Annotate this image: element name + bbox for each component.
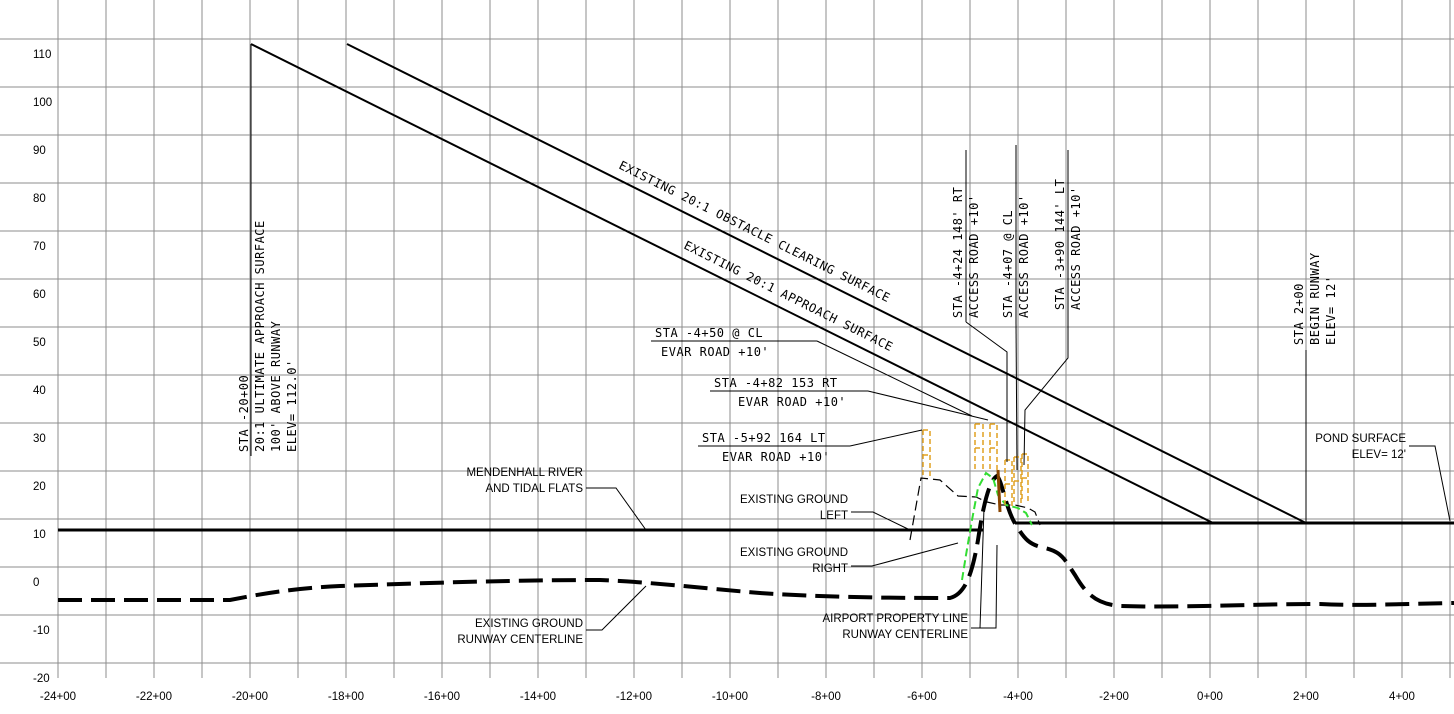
- property-leader-2: [980, 544, 998, 629]
- ground-right-line-1: EXISTING GROUND: [740, 547, 848, 559]
- station-tick-label: -24+00: [40, 691, 76, 703]
- evar-3-sta: STA -5+92 164 LT: [702, 431, 826, 445]
- station-tick-label: 4+00: [1389, 691, 1415, 703]
- access-road-2-road: ACCESS ROAD +10': [1017, 194, 1031, 318]
- access-road-1-leader: [965, 321, 1008, 462]
- ground-left-line-1: EXISTING GROUND: [740, 494, 848, 506]
- begin-runway-line-2: BEGIN RUNWAY: [1308, 252, 1322, 345]
- property-line-2: RUNWAY CENTERLINE: [842, 629, 968, 641]
- grid-lines: [0, 0, 1454, 678]
- surface-lines: [250, 43, 1307, 524]
- existing-ground-centerline: [58, 473, 1454, 609]
- ground-left-leader: [851, 511, 911, 531]
- access-road-2-sta: STA -4+07 @ CL: [1001, 210, 1015, 318]
- station-tick-label: -18+00: [328, 691, 364, 703]
- access-road-3-leader: [1023, 314, 1069, 466]
- existing-ground-right-green: [961, 471, 1033, 581]
- evar-road-labels: STA -4+50 @ CL EVAR ROAD +10' STA -4+82 …: [651, 326, 989, 464]
- ground-right-leader: [851, 542, 959, 567]
- evar-2-road: EVAR ROAD +10': [738, 395, 846, 409]
- water-lines: [58, 521, 1454, 532]
- pond-leader: [1409, 445, 1451, 522]
- access-road-3-sta: STA -3+90 144' LT: [1053, 179, 1067, 310]
- station-tick-label: -6+00: [907, 691, 937, 703]
- river-leader: [586, 487, 647, 531]
- ground-right-brown: [996, 469, 1002, 513]
- ground-right-line-2: RIGHT: [812, 563, 848, 575]
- elevation-tick-label: -20: [33, 673, 50, 685]
- station-tick-label: -10+00: [712, 691, 748, 703]
- access-road-marker-2: [1013, 456, 1022, 505]
- ground-centerline-leader: [586, 585, 647, 631]
- evar-1-sta: STA -4+50 @ CL: [655, 326, 763, 340]
- pond-line-1: POND SURFACE: [1315, 433, 1406, 445]
- ultimate-approach-label: STA -20+00 20:1 ULTIMATE APPROACH SURFAC…: [237, 220, 299, 452]
- ultimate-line-2: 20:1 ULTIMATE APPROACH SURFACE: [253, 220, 267, 452]
- existing-ground-left: [909, 477, 1041, 541]
- callouts: MENDENHALL RIVER AND TIDAL FLATS EXISTIN…: [457, 433, 1451, 646]
- station-axis: -24+00 -22+00 -20+00 -18+00 -16+00 -14+00 -12+…: [40, 691, 1415, 703]
- access-road-3-road: ACCESS ROAD +10': [1069, 186, 1083, 310]
- ultimate-line-4: ELEV= 112.0': [285, 359, 299, 452]
- access-road-1-road: ACCESS ROAD +10': [967, 194, 981, 318]
- ground-left-line-2: LEFT: [820, 510, 848, 522]
- elevation-tick-label: 90: [33, 145, 46, 157]
- property-line-1: AIRPORT PROPERTY LINE: [822, 613, 968, 625]
- approach-surface-line: [250, 43, 1214, 524]
- elevation-tick-label: 50: [33, 337, 46, 349]
- elevation-tick-label: 110: [33, 49, 51, 61]
- ground-centerline-line-1: EXISTING GROUND: [475, 618, 583, 630]
- pond-line-2: ELEV= 12': [1352, 449, 1406, 461]
- ultimate-line-1: STA -20+00: [237, 375, 251, 452]
- evar-2-leader: [867, 390, 989, 421]
- evar-2-sta: STA -4+82 153 RT: [714, 376, 838, 390]
- elevation-tick-label: 60: [33, 289, 46, 301]
- evar-3-road: EVAR ROAD +10': [722, 450, 830, 464]
- elevation-tick-label: 70: [33, 241, 46, 253]
- station-tick-label: -20+00: [232, 691, 268, 703]
- begin-runway-label: STA 2+00 BEGIN RUNWAY ELEV= 12': [1292, 252, 1338, 345]
- elevation-tick-label: 40: [33, 385, 46, 397]
- obstacle-clearing-surface-line: [346, 43, 1307, 524]
- evar-1-leader: [816, 340, 973, 417]
- station-tick-label: 2+00: [1293, 691, 1319, 703]
- evar-1-road: EVAR ROAD +10': [661, 345, 769, 359]
- river-line-2: AND TIDAL FLATS: [485, 483, 583, 495]
- station-tick-label: -14+00: [520, 691, 556, 703]
- ground-centerline-line-2: RUNWAY CENTERLINE: [457, 634, 583, 646]
- elevation-tick-label: 100: [33, 97, 52, 109]
- station-tick-label: -12+00: [616, 691, 652, 703]
- elevation-tick-label: 0: [33, 577, 39, 589]
- elevation-tick-label: 10: [33, 529, 46, 541]
- access-road-2-leader: [1015, 321, 1018, 471]
- station-tick-label: -4+00: [1003, 691, 1033, 703]
- evar-3-leader: [849, 429, 923, 447]
- evar-road-marker-2: [974, 423, 984, 472]
- access-road-1-sta: STA -4+24 148' RT: [951, 187, 965, 318]
- station-tick-label: 0+00: [1197, 691, 1223, 703]
- elevation-tick-label: 30: [33, 433, 46, 445]
- station-tick-label: -22+00: [136, 691, 172, 703]
- evar-road-marker-3: [989, 423, 998, 472]
- elevation-tick-label: 80: [33, 193, 46, 205]
- access-road-labels: STA -4+24 148' RT ACCESS ROAD +10' STA -…: [951, 145, 1083, 471]
- begin-runway-line-1: STA 2+00: [1292, 283, 1306, 345]
- station-tick-label: -16+00: [424, 691, 460, 703]
- river-line-1: MENDENHALL RIVER: [466, 467, 583, 479]
- station-tick-label: -8+00: [811, 691, 841, 703]
- station-tick-label: -2+00: [1099, 691, 1129, 703]
- ultimate-line-3: 100' ABOVE RUNWAY: [269, 320, 283, 452]
- elevation-tick-label: 20: [33, 481, 46, 493]
- elevation-tick-label: -10: [33, 625, 50, 637]
- evar-road-marker-1: [922, 429, 931, 478]
- begin-runway-line-3: ELEV= 12': [1324, 275, 1338, 345]
